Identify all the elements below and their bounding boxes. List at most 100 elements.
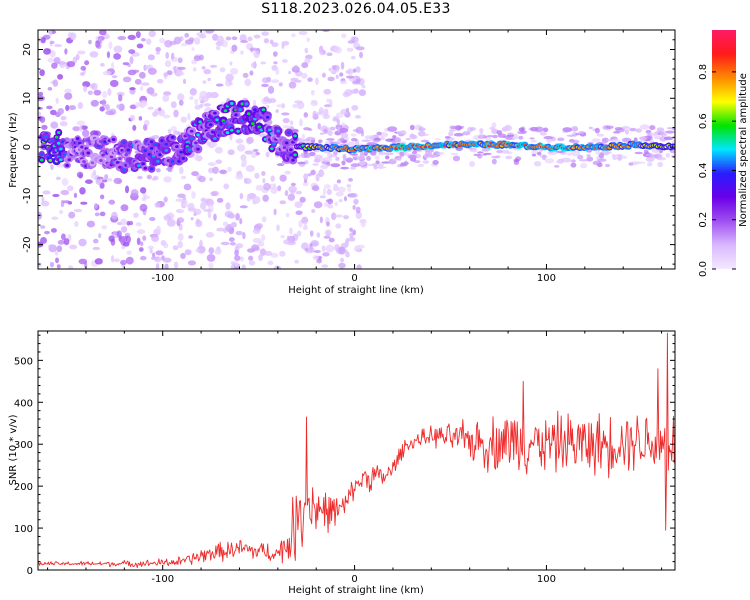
spectrogram-speckle <box>326 188 332 195</box>
spectrogram-speckle <box>244 178 252 185</box>
spectrogram-speckle <box>122 62 130 66</box>
spectrogram-blob-core <box>213 136 217 140</box>
spectrogram-speckle <box>298 220 303 228</box>
spectrogram-speckle <box>327 130 333 136</box>
spectrogram-speckle <box>513 148 524 151</box>
spectrogram-speckle <box>369 135 375 140</box>
spectrogram-speckle <box>50 121 59 129</box>
spectrogram-speckle <box>656 157 667 161</box>
spectrogram-speckle <box>235 230 243 236</box>
y-tick-label: 20 <box>22 43 33 56</box>
spectrogram-speckle <box>233 266 239 269</box>
spectrogram-speckle <box>117 35 127 41</box>
spectrogram-speckle <box>617 155 623 161</box>
spectrogram-speckle <box>177 93 185 101</box>
spectrogram-speckle <box>40 236 47 244</box>
spectrogram-speckle <box>491 122 497 129</box>
spectrogram-speckle <box>347 40 354 44</box>
spectrogram-speckle <box>491 158 497 165</box>
spectrogram-speckle <box>358 89 366 96</box>
spectrogram-speckle <box>355 46 365 51</box>
spectrogram-speckle <box>303 112 309 118</box>
spectrogram-blob-core <box>286 131 291 135</box>
spectrogram-speckle <box>244 78 252 87</box>
spectrogram-speckle <box>108 235 115 242</box>
spectrogram-speckle <box>530 139 538 143</box>
spectrogram-speckle <box>355 206 361 214</box>
spectrogram-speckle <box>48 30 53 37</box>
spectrogram-blob-core <box>122 141 126 145</box>
spectrogram-speckle <box>163 196 168 203</box>
spectrogram-speckle <box>296 190 302 195</box>
spectrogram-speckle <box>263 96 270 103</box>
spectrogram-speckle <box>234 249 239 257</box>
spectrogram-speckle <box>294 100 303 104</box>
spectrogram-speckle <box>660 133 668 137</box>
spectrogram-speckle <box>262 177 266 184</box>
spectrogram-speckle <box>352 80 361 85</box>
spectrogram-speckle <box>566 152 572 156</box>
spectrogram-speckle <box>281 43 285 49</box>
spectrogram-speckle <box>280 235 285 239</box>
spectrogram-blob-core <box>101 153 105 157</box>
spectrogram-speckle <box>66 61 76 68</box>
spectrogram-speckle <box>252 200 257 205</box>
spectrogram-speckle <box>299 196 306 203</box>
spectrogram-speckle <box>469 127 476 131</box>
spectrogram-speckle <box>61 233 66 241</box>
spectrogram-speckle <box>299 118 303 127</box>
spectrogram-blob-core <box>154 143 158 147</box>
spectrogram-blob-core <box>196 133 200 137</box>
spectrogram-speckle <box>352 204 356 210</box>
spectrogram-speckle <box>140 85 144 91</box>
spectrogram-speckle <box>485 136 492 141</box>
spectrogram-speckle <box>127 34 136 40</box>
spectrogram-image <box>38 30 675 269</box>
spectrogram-speckle <box>105 104 110 111</box>
spectrogram-blob-core <box>229 102 234 106</box>
spectrogram-speckle <box>529 137 535 140</box>
spectrogram-speckle <box>396 130 407 135</box>
spectrogram-speckle <box>557 137 565 142</box>
spectrogram-speckle <box>146 174 152 180</box>
spectrogram-speckle <box>136 237 141 246</box>
spectrogram-speckle <box>592 160 602 166</box>
spectrogram-speckle <box>162 94 170 102</box>
spectrogram-speckle <box>378 151 386 155</box>
spectrogram-speckle <box>56 245 63 253</box>
spectrogram-speckle <box>622 126 631 129</box>
spectrogram-blob-core <box>137 164 141 168</box>
spectrogram-blob-core <box>111 137 116 141</box>
spectrogram-speckle <box>635 128 642 133</box>
spectrogram-speckle <box>591 138 601 143</box>
colorbar: 0.0 0.2 0.4 0.6 0.8 Normalized spectral ampl… <box>698 30 749 277</box>
spectrogram-speckle <box>173 261 179 269</box>
spectrogram-speckle <box>195 218 200 225</box>
spectrogram-speckle <box>319 216 323 224</box>
spectrogram-speckle <box>69 244 78 250</box>
spectrogram-speckle <box>38 91 44 97</box>
spectrogram-blob-core <box>179 150 183 154</box>
spectrogram-speckle <box>196 32 205 37</box>
spectrogram-speckle <box>38 111 42 117</box>
spectrogram-speckle <box>164 60 172 68</box>
spectrogram-speckle <box>339 257 345 263</box>
spectrogram-speckle <box>340 166 350 170</box>
spectrogram-blob-core <box>42 144 46 148</box>
spectrogram-speckle <box>134 78 142 85</box>
spectrogram-speckle <box>177 233 184 241</box>
spectrogram-blob-core <box>143 166 148 170</box>
spectrogram-speckle <box>339 72 344 77</box>
spectrogram-speckle <box>106 51 111 59</box>
spectrogram-speckle <box>225 202 231 210</box>
spectrogram-speckle <box>209 177 213 182</box>
spectrogram-speckle <box>271 42 279 48</box>
spectrogram-speckle <box>261 83 269 88</box>
spectrogram-blob-core <box>267 128 272 132</box>
spectrogram-speckle <box>151 234 160 243</box>
spectrogram-speckle <box>482 152 492 156</box>
spectrogram-speckle <box>251 152 257 159</box>
spectrogram-speckle <box>128 220 134 226</box>
spectrogram-speckle <box>327 76 335 82</box>
spectrogram-speckle <box>503 125 513 132</box>
